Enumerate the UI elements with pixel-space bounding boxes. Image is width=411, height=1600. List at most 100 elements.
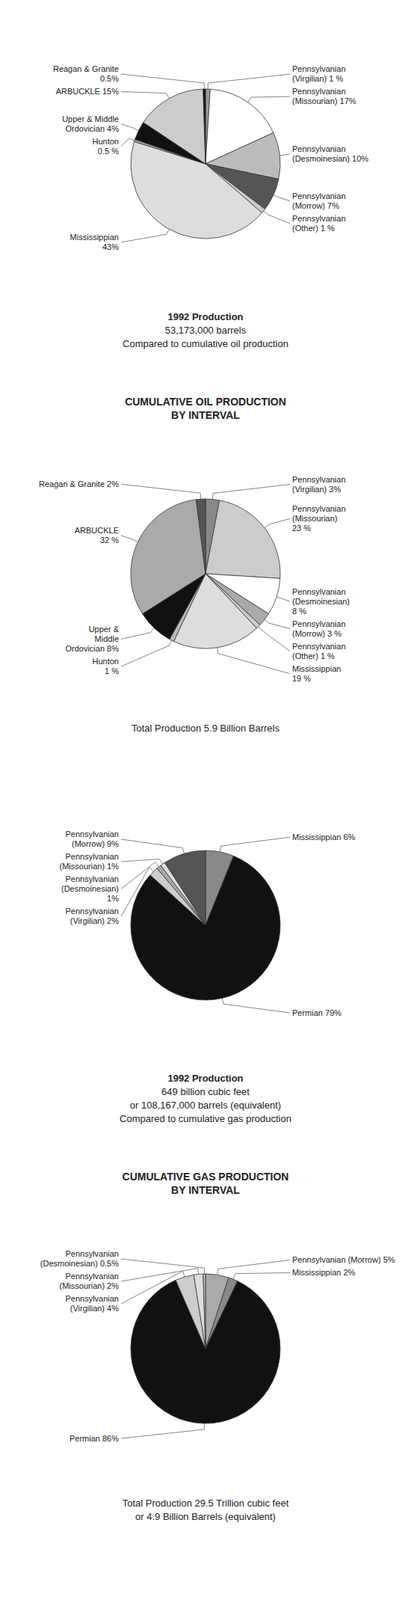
leader-line: [121, 228, 169, 242]
slice-label-line: Ordovician 8%: [65, 643, 119, 653]
title: CUMULATIVE OIL PRODUCTIONBY INTERVAL: [124, 395, 287, 421]
chart-panel: Mississippian 6%Permian 79%Pennsylvanian…: [59, 828, 356, 1124]
slice-label-line: Mississippian 6%: [292, 831, 356, 841]
slice-label-line: Pennsylvanian: [292, 641, 346, 651]
slice-label: Mississippian 2%: [292, 1266, 356, 1276]
slice-label-line: 23 %: [292, 523, 311, 533]
slice-label: Pennsylvanian(Missourian) 17%: [292, 86, 357, 106]
leader-line: [264, 517, 290, 527]
slice-label-line: (Other) 1 %: [292, 650, 335, 660]
leader-line: [121, 861, 160, 889]
annotation: 1992 Production: [167, 1071, 243, 1083]
slice-label: Pennsylvanian(Morrow) 9%: [65, 828, 119, 848]
leader-line: [279, 153, 290, 156]
slice-label-line: (Virgilian) 1 %: [292, 73, 343, 83]
slice: [143, 88, 206, 164]
chart-root: Pennsylvanian(Virgilian) 1 %Pennsylvania…: [0, 0, 411, 1599]
leader-line: [121, 866, 154, 916]
leader-line: [233, 1271, 290, 1278]
annotation: Compared to cumulative oil production: [122, 337, 289, 349]
slice-label-line: (Morrow) 3 %: [292, 628, 342, 638]
annotation: Compared to cumulative gas production: [119, 1111, 292, 1124]
leader-line: [217, 1258, 290, 1274]
leader-line: [263, 210, 290, 224]
slice-label: Pennsylvanian(Other) 1 %: [292, 213, 346, 233]
slice-label-line: Pennsylvanian: [65, 851, 119, 861]
slice-label-line: (Morrow) 7%: [292, 201, 340, 210]
slice-label: Hunton0.5 %: [92, 136, 120, 156]
leader-line: [273, 195, 290, 202]
slice-label-line: (Desmoinesian) 0.5%: [40, 1257, 119, 1267]
slice-label-line: Pennsylvanian: [65, 1270, 119, 1280]
slice-label-line: (Virgilian) 4%: [70, 1302, 119, 1312]
title-line: CUMULATIVE OIL PRODUCTION: [124, 395, 287, 408]
slice-label: Pennsylvanian(Desmoinesian)1%: [61, 873, 119, 902]
slice-label-line: 1 %: [104, 665, 119, 675]
slice-label-line: Pennsylvanian: [292, 86, 346, 96]
subtitle: Total Production 29.5 Trillion cubic fee…: [122, 1496, 290, 1521]
slice-label: Reagan & Granite0.5%: [53, 64, 119, 83]
slice-label: ARBUCKLE 15%: [56, 86, 120, 96]
leader-line: [121, 73, 205, 89]
slice-label: Pennsylvanian(Virgilian) 4%: [65, 1292, 119, 1312]
slice-label-line: Reagan & Granite 2%: [38, 479, 119, 488]
slice-label-line: Pennsylvanian: [292, 474, 346, 484]
leader-line: [121, 1266, 199, 1281]
leader-line: [121, 1422, 205, 1438]
slice-labels: Pennsylvanian (Morrow) 5% Mississippian 2…: [40, 1247, 396, 1441]
subtitle-line: Total Production 5.9 Billion Barrels: [131, 721, 280, 734]
slice-label-line: Reagan & Granite: [53, 64, 119, 74]
slice-label-line: Pennsylvanian: [292, 586, 346, 596]
annotation-line: 1992 Production: [167, 310, 243, 323]
slice: [203, 88, 206, 164]
slice-label: Pennsylvanian(Other) 1 %: [292, 641, 346, 660]
slice-label: Pennsylvanian(Morrow) 7%: [292, 191, 346, 210]
slice-label-line: (Morrow) 9%: [71, 838, 119, 848]
annotation-line: Compared to cumulative gas production: [119, 1111, 292, 1124]
subtitle-line: or 4.9 Billion Barrels (equivalent): [135, 1509, 276, 1521]
slice-label-line: 0.5 %: [97, 146, 119, 156]
slice-label: Pennsylvanian(Missourian) 2%: [59, 1270, 120, 1290]
slice-label: Upper &MiddleOrdovician 8%: [65, 623, 119, 653]
leader-line: [121, 1257, 205, 1273]
annotation-line: 53,173,000 barrels: [165, 324, 247, 336]
slice-label-line: (Virgilian) 3%: [292, 484, 341, 494]
slice-label: Permian 86%: [69, 1432, 119, 1442]
slice-label: Pennsylvanian(Missourian)23 %: [292, 503, 346, 533]
slice-label: Mississippian43%: [70, 232, 120, 252]
leader-line: [121, 138, 135, 146]
slice-label: Pennsylvanian (Morrow) 5%: [292, 1253, 396, 1263]
slice-label-line: Pennsylvanian: [292, 144, 346, 154]
pie: [130, 849, 281, 1000]
annotation: 1992 Production: [167, 310, 243, 323]
slice-label-line: Upper &: [88, 623, 120, 633]
slice-label: Mississippian 6%: [292, 831, 356, 841]
slice-label-line: Mississippian 2%: [292, 1266, 356, 1276]
slice-labels: Mississippian 6%Permian 79%Pennsylvanian…: [59, 828, 356, 1017]
slice-label: Reagan & Granite 2%: [38, 479, 119, 488]
slice-label-line: ARBUCKLE: [74, 525, 119, 535]
annotation-line: 1992 Production: [167, 1071, 243, 1083]
slice-label-line: (Desmoinesian) 10%: [292, 153, 369, 163]
leader-line: [121, 627, 155, 639]
annotation: 53,173,000 barrels: [165, 324, 247, 336]
subtitle-line: Total Production 29.5 Trillion cubic fee…: [122, 1496, 290, 1508]
pie: [130, 88, 281, 239]
leader-line: [219, 836, 290, 852]
slice-label-line: Pennsylvanian: [292, 64, 346, 74]
annotation: 649 billion cubic feet: [161, 1085, 250, 1097]
chart-panel: CUMULATIVE GAS PRODUCTIONBY INTERVALPenn…: [40, 1169, 396, 1521]
slice-label-line: ARBUCKLE 15%: [56, 86, 120, 96]
slice-label: Pennsylvanian(Desmoinesian) 10%: [292, 144, 369, 163]
annotation-line: Compared to cumulative oil production: [122, 337, 289, 349]
slice-label: Pennsylvanian(Virgilian) 3%: [292, 474, 346, 494]
slice-label: Hunton1 %: [92, 656, 120, 675]
leader-line: [121, 91, 169, 99]
slice-label-line: 32 %: [100, 535, 119, 545]
slice-label-line: Pennsylvanian: [65, 1292, 119, 1302]
slice: [130, 499, 206, 614]
leader-line: [121, 124, 139, 131]
leader-line: [221, 996, 290, 1012]
slice-label-line: (Missourian) 17%: [292, 96, 357, 106]
leader-line: [121, 535, 139, 542]
